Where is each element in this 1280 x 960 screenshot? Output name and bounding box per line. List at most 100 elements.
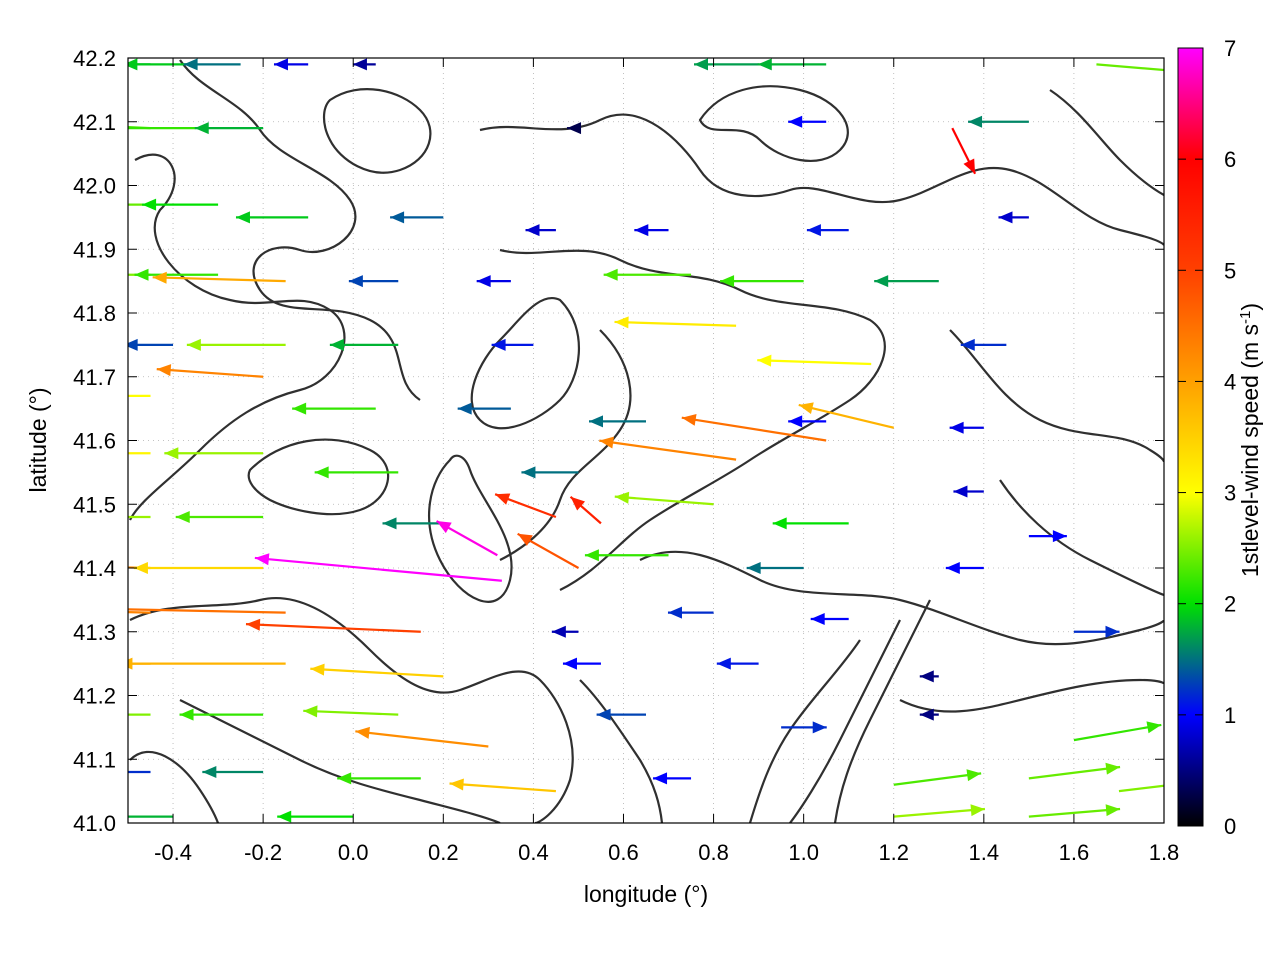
wind-vector: [245, 618, 421, 633]
wind-vector: [128, 203, 151, 206]
wind-vector: [348, 275, 399, 288]
wind-vector-head: [746, 562, 761, 574]
contour-line: [833, 599, 931, 823]
wind-vector-head: [179, 708, 194, 721]
x-tick-label: 0.0: [338, 840, 369, 865]
wind-vector: [292, 402, 376, 415]
wind-vector-head: [1105, 762, 1121, 775]
wind-vector: [667, 606, 714, 619]
wind-vector-head: [570, 496, 586, 511]
wind-vector-head: [963, 158, 976, 174]
wind-vector: [134, 268, 219, 281]
wind-vector: [584, 549, 669, 562]
wind-vector: [128, 713, 151, 716]
contour-line: [1049, 89, 1164, 196]
wind-vector: [567, 122, 582, 135]
contour-line: [639, 550, 1164, 646]
wind-vector-head: [1146, 721, 1162, 734]
wind-vector-head: [1105, 625, 1120, 638]
x-tick-label: 0.6: [608, 840, 639, 865]
wind-vector: [183, 58, 241, 71]
wind-vector-head: [960, 338, 975, 351]
wind-vector-head: [551, 625, 566, 638]
wind-vector-head: [128, 338, 138, 351]
wind-vector: [788, 415, 827, 428]
wind-vector-head: [812, 721, 827, 734]
wind-vector-head: [329, 338, 344, 351]
wind-vector: [179, 708, 264, 721]
contour-line: [579, 679, 664, 823]
wind-vector-head: [133, 562, 148, 574]
wind-vector: [634, 224, 669, 237]
wind-vector: [128, 770, 151, 774]
contour-line: [470, 297, 580, 430]
wind-vector-head: [603, 268, 618, 281]
y-tick-label: 41.6: [73, 429, 116, 454]
wind-vector-shaft: [893, 807, 986, 818]
wind-vector: [164, 447, 264, 460]
wind-vector-head: [355, 726, 370, 739]
contour-line: [247, 438, 390, 516]
colorbar-tick-label: 7: [1224, 36, 1236, 61]
wind-vector-head: [277, 810, 292, 823]
wind-vectors: [128, 58, 1164, 823]
y-tick-label: 42.2: [73, 46, 116, 71]
wind-vector-head: [810, 613, 825, 625]
y-tick-label: 41.7: [73, 365, 116, 390]
y-tick-label: 41.2: [73, 684, 116, 709]
wind-vector-head: [968, 115, 983, 128]
wind-vector-head: [716, 657, 731, 670]
wind-vector: [599, 436, 737, 461]
wind-vector: [562, 657, 601, 670]
x-tick-label: 1.2: [878, 840, 909, 865]
wind-vector: [303, 705, 399, 718]
wind-vector-head: [303, 705, 318, 718]
wind-vector-head: [382, 517, 397, 530]
wind-vector-head: [614, 491, 630, 504]
wind-vector: [893, 769, 982, 786]
wind-vector-head: [798, 402, 814, 415]
wind-vector: [596, 708, 646, 721]
wind-vector: [355, 726, 489, 748]
wind-vector: [186, 338, 286, 351]
wind-vector-head: [874, 275, 889, 288]
wind-vector-head: [449, 778, 464, 791]
wind-vector: [757, 58, 827, 71]
wind-vector: [194, 122, 264, 135]
wind-vector-head: [1105, 804, 1121, 817]
wind-vector: [277, 810, 354, 823]
wind-vector-head: [352, 58, 367, 71]
wind-vector: [772, 517, 849, 530]
wind-vector: [457, 402, 511, 415]
wind-vector-head: [152, 271, 167, 284]
wind-vector: [314, 466, 399, 479]
wind-vector: [949, 421, 984, 434]
wind-vector-head: [788, 115, 803, 128]
y-tick-label: 41.3: [73, 620, 116, 645]
colorbar: [1177, 47, 1204, 827]
wind-vector: [681, 413, 827, 442]
wind-vector-head: [599, 436, 614, 449]
wind-vector-shaft: [303, 709, 399, 716]
wind-vector-head: [183, 58, 198, 71]
wind-vector: [337, 772, 421, 785]
wind-vector-head: [949, 421, 964, 434]
wind-vector: [128, 338, 174, 351]
x-tick-label: 0.8: [698, 840, 729, 865]
wind-vector: [614, 491, 714, 506]
wind-vector-head: [314, 466, 329, 479]
wind-vector: [694, 58, 759, 71]
wind-vector: [382, 517, 444, 530]
wind-vector: [1028, 530, 1067, 543]
wind-vector-head: [134, 268, 149, 281]
contour-line: [949, 329, 1164, 463]
colorbar-tick-label: 0: [1224, 814, 1236, 839]
wind-vector-shaft: [599, 439, 737, 461]
wind-vector: [152, 271, 286, 284]
wind-vector-head: [694, 58, 709, 71]
wind-vector: [128, 58, 196, 71]
contour-line: [322, 88, 432, 174]
wind-vector-head: [614, 316, 629, 329]
wind-vector: [142, 198, 219, 211]
